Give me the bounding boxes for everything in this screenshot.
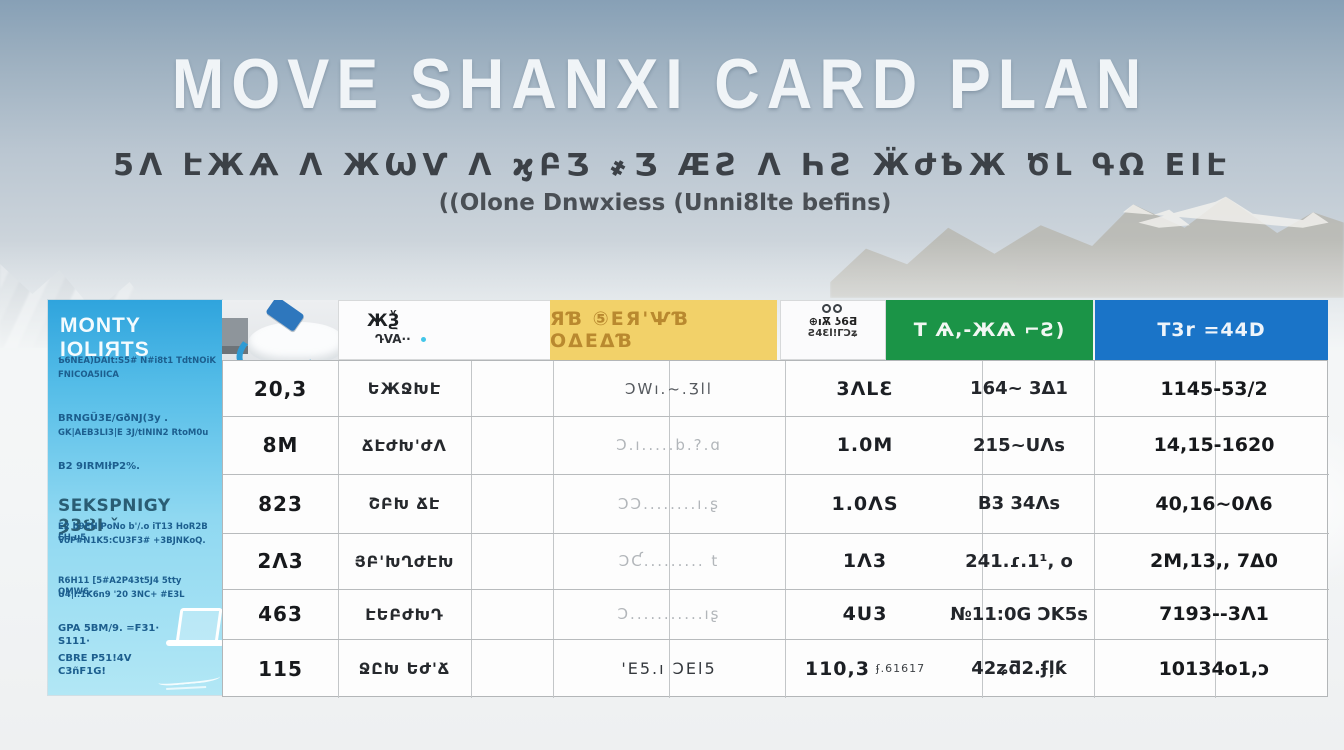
grid-line bbox=[223, 533, 1329, 534]
sidebar-panel: MONTY IOLIЯTS Ƅ6NEA)DAIt:S5# N#i8t1 TdtN… bbox=[48, 300, 224, 695]
plan-table: 20,3 ԵЖՋԽԷ ƆWı.~.Ʒll 3ɅLƐ 164~ 3Δ1 1145-… bbox=[222, 360, 1329, 698]
table-cell: 42ʑƌ2.ʄļƙ bbox=[971, 658, 1067, 679]
table-cell: 463 bbox=[258, 602, 303, 626]
table-cell: №11:0G ƆK5s bbox=[950, 603, 1088, 625]
grid-line bbox=[669, 361, 670, 698]
table-cell: 20,3 bbox=[253, 376, 308, 401]
grid-line bbox=[982, 361, 983, 698]
sidebar-text: BRNGÜ3E/GðNJ(3y . bbox=[58, 413, 168, 424]
table-cell: 3ɅLƐ bbox=[836, 377, 894, 400]
grid-line bbox=[338, 361, 339, 698]
sidebar-text: FNICOA5IICA bbox=[58, 370, 119, 380]
subtitle-line1: 5Ʌ ԷЖѦ Ʌ ЖѠѴ Ʌ ϗԲӠ ҂Ʒ ӔƧ Ʌ ҺƧ ӜԺҌЖ ԾԼ ԳΩ… bbox=[113, 148, 1231, 183]
header-cell-avg: ЖѮ ԴVA·· bbox=[338, 300, 550, 360]
photo-dark-object bbox=[222, 318, 248, 354]
table-cell: 14,15-1620 bbox=[1153, 434, 1275, 456]
sidebar-text: CBRE P51!4V C3ñF1G! bbox=[58, 653, 132, 677]
grid-line bbox=[223, 474, 1329, 475]
grid-line bbox=[223, 639, 1329, 640]
table-cell: ƆƇ......... t bbox=[618, 552, 720, 570]
header-cell-yellow: ЯƁ ⑤ЕЯ'ѰƁ ОΔЕΔƁ bbox=[550, 300, 777, 360]
header-cell-blue: T3r =44D bbox=[1095, 300, 1328, 360]
table-cell: 'E5.ı ƆEl5 bbox=[621, 659, 717, 678]
table-cell: 1145-53/2 bbox=[1160, 377, 1268, 400]
sidebar-title: MONTY IOLIЯTS bbox=[60, 314, 150, 361]
header-cell-green: T Ѧ,-ЖѦ ⌐Ƨ) bbox=[886, 300, 1093, 360]
grid-line bbox=[1094, 361, 1095, 698]
laptop-base-shape bbox=[166, 640, 224, 646]
laptop-icon bbox=[166, 608, 226, 660]
table-cell: 110,3 ʄ.61617 bbox=[804, 657, 926, 680]
table-cell: ԷԵԲԺԽԴ bbox=[365, 604, 444, 624]
glasses-icon bbox=[820, 303, 846, 314]
grid-line bbox=[223, 589, 1329, 590]
header-photo bbox=[222, 300, 338, 360]
sidebar-text: GPA 5BM/9. =F31· S111· bbox=[58, 623, 160, 647]
header-text: ⊕ıѪ ʖ6Ƌ bbox=[808, 315, 858, 328]
table-cell: 215~UɅs bbox=[973, 434, 1065, 456]
table-cell: 8M bbox=[262, 433, 299, 457]
table-cell: 823 bbox=[258, 491, 303, 516]
sidebar-text: B2 9IRMIłP2%. bbox=[58, 461, 140, 472]
sidebar-text: R6H11 [5#A2P43t5J4 5tty QMW6- bbox=[58, 576, 182, 598]
table-cell: ƆƆ........ı.ʂ bbox=[618, 494, 720, 513]
grid-line bbox=[785, 361, 786, 698]
table-cell: Ɔ...........ıʂ bbox=[617, 605, 721, 623]
sidebar-text: U4|l:1K6n9 '20 3NC+ #E3L bbox=[58, 590, 185, 600]
sidebar-text: E2 b9EH PoNo b'/.o iT13 HoR2B EH.u5 bbox=[58, 522, 208, 544]
table-cell: 241.ɾ.1¹, o bbox=[965, 550, 1073, 572]
grid-line bbox=[223, 416, 1329, 417]
cyan-dot bbox=[420, 337, 426, 342]
table-cell: 2Ʌ3 bbox=[257, 549, 304, 573]
table-cell: ՇԲԽ ՃԷ bbox=[368, 494, 441, 513]
table-cell: B3 34Ʌs bbox=[977, 493, 1061, 514]
table-cell: Ɔ.ı.....b.?.ɑ bbox=[616, 436, 722, 454]
table-cell: ՅԲ'ԽՂԺԷԽ bbox=[354, 551, 455, 571]
page-title: MOVE SHANXI CARD PLAN bbox=[171, 45, 1149, 124]
table-cell: ՃԷԺԽ'ԺɅ bbox=[362, 435, 447, 455]
sidebar-text: GK|AEB3LI3|E 3J/tININ2 RtoM0u bbox=[58, 428, 209, 438]
table-cell: 164~ 3Δ1 bbox=[970, 378, 1068, 399]
header-text: Ƨ4Ɛl!ΓƆʑ bbox=[808, 328, 858, 339]
header-text: ԴVA·· bbox=[375, 332, 550, 346]
table-cell: 4U3 bbox=[842, 603, 888, 625]
grid-line bbox=[553, 361, 554, 698]
sidebar-text: VoP#N1K5:CU3F3# +3BJNKoQ. bbox=[58, 536, 206, 546]
table-cell: ԵЖՋԽԷ bbox=[367, 379, 442, 398]
table-cell: 1.0ɅS bbox=[831, 492, 899, 515]
table-cell: ՋԸԽ ԵԺ'Ճ bbox=[358, 659, 451, 678]
grid-line bbox=[471, 361, 472, 698]
table-cell: 10134o1,ɔ bbox=[1158, 657, 1270, 680]
table-cell-small-note: ʄ.61617 bbox=[875, 662, 926, 675]
grid-line bbox=[1215, 361, 1216, 698]
table-cell: 115 bbox=[258, 656, 303, 681]
header-text: ЖѮ bbox=[367, 311, 400, 331]
laptop-screen-shape bbox=[175, 608, 223, 644]
sidebar-section-title: SEKSPNIGY Ȝ3ȢI ˇ bbox=[58, 496, 171, 536]
table-cell: 2M,13,, 7Δ0 bbox=[1150, 550, 1278, 572]
header-cell-small: ⊕ıѪ ʖ6Ƌ Ƨ4Ɛl!ΓƆʑ bbox=[780, 300, 886, 360]
table-cell: ƆWı.~.Ʒll bbox=[625, 379, 713, 398]
table-cell: 40,16~0Ʌ6 bbox=[1155, 492, 1273, 515]
table-cell: 1Ʌ3 bbox=[842, 550, 888, 572]
subtitle-line2: ((Olone Dnwxiess (Unni8lte befins) bbox=[438, 190, 892, 216]
sidebar-text: Ƅ6NEA)DAIt:S5# N#i8t1 TdtNOiK bbox=[58, 356, 216, 366]
signature-squiggle bbox=[165, 679, 207, 691]
table-cell: 7193--3Ʌ1 bbox=[1159, 603, 1269, 625]
table-cell: 1.0M bbox=[836, 434, 894, 456]
